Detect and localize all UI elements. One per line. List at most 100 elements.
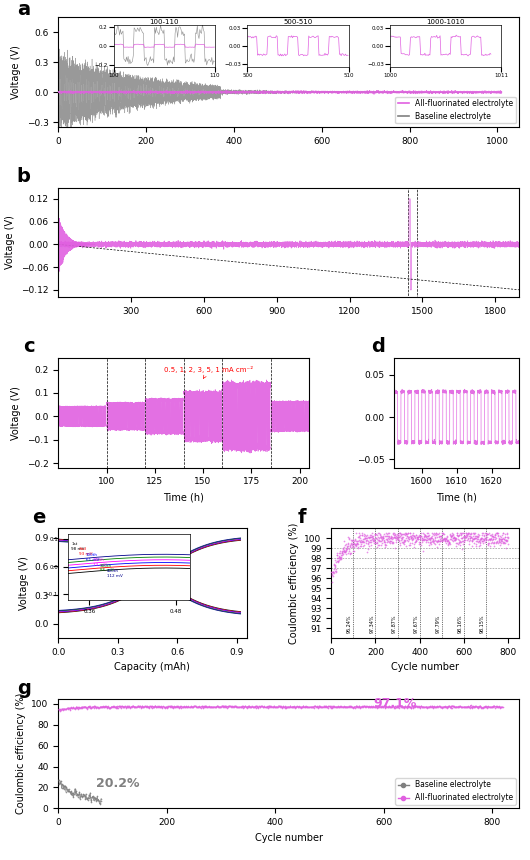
- Point: [450, 531, 459, 545]
- Point: [361, 528, 369, 542]
- Point: [413, 531, 422, 545]
- Point: [432, 534, 440, 548]
- Point: [446, 537, 454, 550]
- Point: [500, 531, 508, 545]
- Point: [382, 529, 390, 543]
- Point: [344, 546, 352, 560]
- Point: [470, 531, 479, 544]
- X-axis label: Time (h): Time (h): [436, 492, 477, 502]
- Point: [391, 531, 399, 545]
- Point: [432, 526, 440, 540]
- Point: [402, 539, 411, 553]
- Point: [466, 529, 475, 543]
- Point: [373, 540, 381, 554]
- Point: [391, 528, 399, 542]
- Point: [394, 532, 402, 546]
- Point: [354, 534, 362, 548]
- Point: [481, 533, 490, 547]
- Point: [360, 529, 369, 543]
- Point: [480, 533, 489, 547]
- Point: [476, 532, 484, 546]
- Point: [421, 535, 430, 549]
- Point: [420, 531, 428, 545]
- Point: [399, 531, 408, 544]
- Point: [425, 531, 433, 545]
- Point: [374, 526, 382, 540]
- Point: [330, 558, 338, 572]
- Point: [499, 536, 508, 550]
- Point: [365, 535, 373, 549]
- Point: [352, 538, 361, 552]
- Point: [365, 531, 373, 545]
- Point: [459, 537, 467, 550]
- Point: [350, 537, 359, 550]
- Point: [365, 539, 373, 553]
- Point: [391, 541, 400, 555]
- Point: [411, 534, 420, 548]
- Point: [472, 538, 480, 551]
- Point: [486, 532, 494, 546]
- Point: [355, 533, 364, 547]
- Point: [331, 559, 339, 573]
- Point: [365, 528, 374, 542]
- Point: [498, 534, 506, 548]
- Point: [363, 528, 371, 542]
- Point: [341, 545, 349, 559]
- Point: [451, 532, 460, 546]
- Point: [422, 533, 431, 547]
- Point: [423, 529, 432, 543]
- Point: [334, 551, 343, 565]
- Point: [390, 526, 399, 540]
- Point: [328, 565, 337, 579]
- Point: [487, 537, 495, 550]
- Point: [485, 539, 494, 553]
- Point: [447, 529, 456, 543]
- Point: [387, 535, 395, 549]
- Point: [487, 532, 495, 546]
- Point: [398, 532, 406, 546]
- Point: [457, 535, 466, 549]
- Point: [501, 541, 510, 555]
- Point: [464, 526, 472, 540]
- Point: [488, 529, 496, 543]
- Point: [386, 530, 395, 544]
- Point: [470, 527, 478, 541]
- Point: [446, 529, 455, 543]
- Point: [405, 532, 413, 546]
- Y-axis label: Coulombic efficiency (%): Coulombic efficiency (%): [289, 522, 299, 644]
- Point: [368, 529, 376, 543]
- Point: [343, 539, 351, 553]
- Point: [359, 527, 368, 541]
- Point: [434, 533, 443, 547]
- Point: [383, 532, 391, 546]
- Point: [465, 526, 473, 540]
- Point: [429, 534, 437, 548]
- Point: [438, 526, 447, 540]
- Point: [370, 528, 379, 542]
- Point: [417, 538, 425, 551]
- Point: [501, 530, 510, 544]
- Point: [473, 529, 482, 543]
- Text: 98.15%: 98.15%: [480, 615, 485, 633]
- Point: [475, 537, 484, 550]
- Point: [465, 538, 473, 551]
- Point: [338, 545, 346, 559]
- Text: d: d: [372, 337, 385, 356]
- Point: [385, 526, 393, 540]
- Point: [479, 536, 488, 550]
- Point: [396, 527, 405, 541]
- Point: [481, 536, 489, 550]
- Point: [439, 526, 447, 540]
- Point: [335, 544, 344, 558]
- Point: [363, 545, 371, 559]
- Point: [444, 538, 452, 551]
- Point: [416, 530, 424, 544]
- Point: [497, 531, 506, 544]
- Point: [374, 531, 383, 544]
- Point: [347, 537, 356, 550]
- Point: [399, 536, 408, 550]
- Point: [394, 528, 402, 542]
- Point: [496, 529, 504, 543]
- Point: [497, 535, 505, 549]
- Point: [439, 527, 448, 541]
